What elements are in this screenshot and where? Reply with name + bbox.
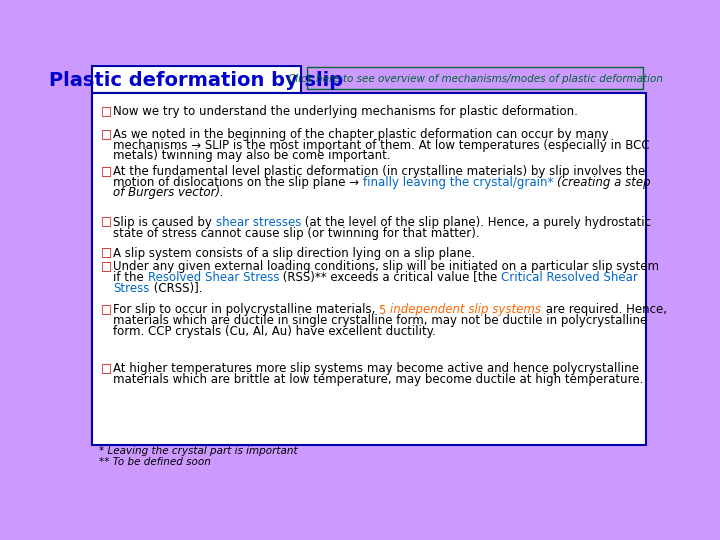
Text: Stress: Stress bbox=[113, 282, 150, 295]
Text: □: □ bbox=[101, 260, 112, 273]
Text: 5: 5 bbox=[379, 303, 390, 316]
Text: □: □ bbox=[101, 165, 112, 178]
Text: At higher temperatures more slip systems may become active and hence polycrystal: At higher temperatures more slip systems… bbox=[113, 362, 639, 375]
Text: state of stress cannot cause slip (or twinning for that matter).: state of stress cannot cause slip (or tw… bbox=[113, 226, 480, 240]
Text: □: □ bbox=[101, 128, 112, 141]
Text: materials which are brittle at low temperature, may become ductile at high tempe: materials which are brittle at low tempe… bbox=[113, 373, 644, 386]
Text: (RSS)** exceeds a critical value [the: (RSS)** exceeds a critical value [the bbox=[279, 271, 501, 284]
Text: finally leaving the crystal/grain*: finally leaving the crystal/grain* bbox=[363, 176, 554, 188]
Text: motion of dislocations on the slip plane →: motion of dislocations on the slip plane… bbox=[113, 176, 363, 188]
Text: form. CCP crystals (Cu, Al, Au) have excellent ductility.: form. CCP crystals (Cu, Al, Au) have exc… bbox=[113, 325, 436, 338]
Text: □: □ bbox=[101, 215, 112, 229]
Text: At the fundamental level plastic deformation (in crystalline materials) by slip : At the fundamental level plastic deforma… bbox=[113, 165, 646, 178]
Text: independent slip systems: independent slip systems bbox=[390, 303, 541, 316]
FancyBboxPatch shape bbox=[307, 67, 644, 90]
Text: Resolved Shear Stress: Resolved Shear Stress bbox=[148, 271, 279, 284]
Text: □: □ bbox=[101, 105, 112, 118]
Text: □: □ bbox=[101, 362, 112, 375]
Text: Now we try to understand the underlying mechanisms for plastic deformation.: Now we try to understand the underlying … bbox=[113, 105, 578, 118]
Text: metals) twinning may also be come important.: metals) twinning may also be come import… bbox=[113, 150, 391, 163]
Text: □: □ bbox=[101, 303, 112, 316]
Text: are required. Hence,: are required. Hence, bbox=[541, 303, 667, 316]
Text: (CRSS)].: (CRSS)]. bbox=[150, 282, 202, 295]
Text: □: □ bbox=[101, 247, 112, 260]
Text: Slip is caused by: Slip is caused by bbox=[113, 215, 216, 229]
Text: A slip system consists of a slip direction lying on a slip plane.: A slip system consists of a slip directi… bbox=[113, 247, 475, 260]
FancyBboxPatch shape bbox=[92, 92, 646, 445]
FancyBboxPatch shape bbox=[92, 65, 301, 93]
Text: (creating a step: (creating a step bbox=[557, 176, 651, 188]
Text: if the: if the bbox=[113, 271, 148, 284]
Text: ** To be defined soon: ** To be defined soon bbox=[99, 457, 211, 467]
Text: of Burgers vector).: of Burgers vector). bbox=[113, 186, 224, 199]
Text: mechanisms → SLIP is the most important of them. At low temperatures (especially: mechanisms → SLIP is the most important … bbox=[113, 139, 650, 152]
Text: Plastic deformation by slip: Plastic deformation by slip bbox=[49, 71, 343, 91]
Text: * Leaving the crystal part is important: * Leaving the crystal part is important bbox=[99, 446, 298, 456]
Text: Click here to see overview of mechanisms/modes of plastic deformation: Click here to see overview of mechanisms… bbox=[288, 73, 662, 84]
Text: Under any given external loading conditions, slip will be initiated on a particu: Under any given external loading conditi… bbox=[113, 260, 660, 273]
Text: shear stresses: shear stresses bbox=[216, 215, 301, 229]
Text: (at the level of the slip plane). Hence, a purely hydrostatic: (at the level of the slip plane). Hence,… bbox=[301, 215, 652, 229]
Text: Critical Resolved Shear: Critical Resolved Shear bbox=[501, 271, 638, 284]
Text: As we noted in the beginning of the chapter plastic deformation can occur by man: As we noted in the beginning of the chap… bbox=[113, 128, 609, 141]
Text: materials which are ductile in single crystalline form, may not be ductile in po: materials which are ductile in single cr… bbox=[113, 314, 647, 327]
Text: For slip to occur in polycrystalline materials,: For slip to occur in polycrystalline mat… bbox=[113, 303, 379, 316]
